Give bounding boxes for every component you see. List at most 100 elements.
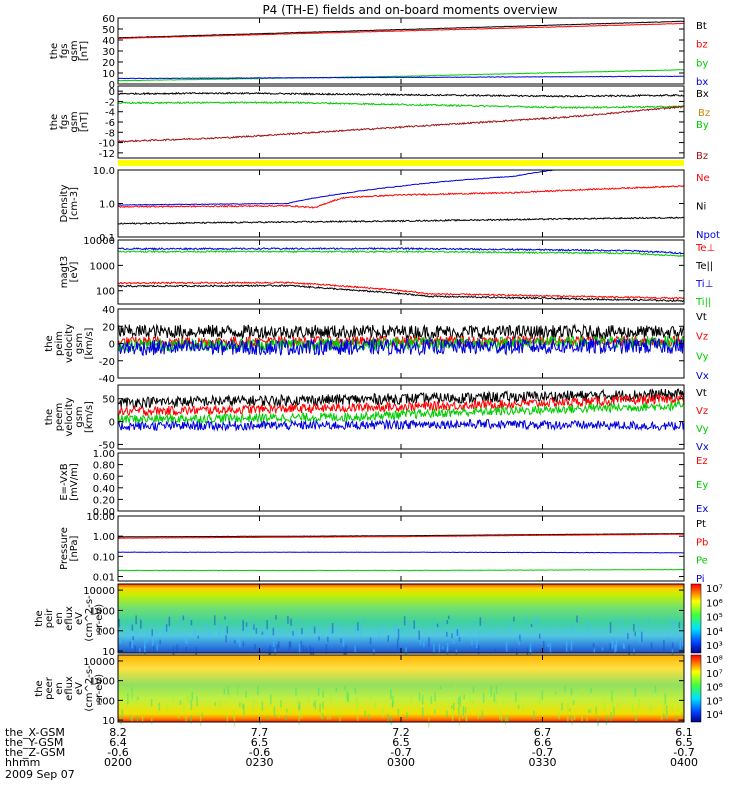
x-tick-value: 6.5 xyxy=(675,736,693,749)
legend-Npot: Npot xyxy=(696,230,720,241)
y-axis-label: the xyxy=(44,335,55,351)
legend-By: By xyxy=(696,120,709,131)
legend-Vz: Vz xyxy=(696,332,708,343)
y-axis-label: [eV] xyxy=(69,262,80,283)
y-axis-label: peem xyxy=(54,403,65,431)
y-axis-label: (cm^2-s- xyxy=(84,665,95,712)
series-Vy xyxy=(117,399,685,425)
panel-9: 10⁷ 10⁶ 10⁵ 10⁴ 10³ 10 100 1000 10000 the peir en ef… xyxy=(34,583,723,660)
x-tick-value: -0.6 xyxy=(249,746,270,759)
y-tick-label: 1.0 xyxy=(99,200,115,211)
y-tick-label: 40 xyxy=(102,305,115,316)
x-tick-value: 0300 xyxy=(387,756,415,769)
y-axis-label: the xyxy=(34,680,45,696)
y-axis-label: [km/s] xyxy=(84,327,95,359)
y-tick-label: 0.1 xyxy=(99,233,115,244)
legend-Vx: Vx xyxy=(696,442,709,453)
panel-3: Ne Ni Npot 0.1 1.0 10.0 Density [cm-3] xyxy=(59,166,720,244)
series-By xyxy=(117,100,685,110)
y-tick-label: 40 xyxy=(102,36,115,47)
panel-4: Te⊥ Te|| Ti⊥ Ti|| 100 1000 10000 magt3 [eV] xyxy=(59,236,715,308)
spectrogram-electron xyxy=(118,655,684,722)
y-tick-label: 10000 xyxy=(83,657,115,668)
y-axis-label: peir xyxy=(44,608,55,628)
y-tick-label: 100 xyxy=(96,287,115,298)
x-tick-value: 6.7 xyxy=(534,726,552,739)
y-tick-label: -50 xyxy=(99,440,115,451)
y-axis-label: eV xyxy=(74,682,85,695)
y-axis-label: sr-eV) xyxy=(94,604,105,633)
y-axis-label: en xyxy=(54,682,65,695)
y-axis-label: the xyxy=(49,114,60,130)
y-tick-label: 1.00 xyxy=(93,449,115,460)
series-Ti|| xyxy=(118,249,685,258)
series-Vt xyxy=(117,323,685,340)
legend-Ni: Ni xyxy=(696,202,706,213)
y-tick-label: 0.01 xyxy=(93,573,115,584)
colorbar-label: 10³ xyxy=(706,641,723,652)
legend-Vt: Vt xyxy=(696,388,707,399)
legend-Vx: Vx xyxy=(696,371,709,382)
colorbar-label: 10⁵ xyxy=(706,613,723,624)
plot-title: P4 (TH-E) fields and on-board moments ov… xyxy=(262,3,557,17)
x-tick-value: 0330 xyxy=(529,756,557,769)
legend-Te⊥: Te⊥ xyxy=(695,243,715,254)
series-Ne xyxy=(117,185,684,209)
y-axis-label: peim xyxy=(54,331,65,356)
colorbar-label: 10⁴ xyxy=(706,710,723,721)
x-tick-value: 0400 xyxy=(670,756,698,769)
colorbar-label: 10⁶ xyxy=(706,598,723,609)
y-axis-label: the xyxy=(49,43,60,59)
legend-Pi: Pi xyxy=(696,574,705,585)
y-axis-label: Density xyxy=(59,184,70,222)
spectrogram-ion xyxy=(118,584,684,653)
y-tick-label: 20 xyxy=(102,322,115,333)
y-axis-label: the xyxy=(44,409,55,425)
legend-Vy: Vy xyxy=(696,424,709,435)
y-tick-label: 50 xyxy=(102,25,115,36)
legend-Vy: Vy xyxy=(696,351,709,362)
panel-8: Pt Pb Pe Pi 0.01 0.10 1.00 10.00 Pressure [nPa] xyxy=(59,512,708,585)
colorbar-label: 10⁵ xyxy=(706,696,723,707)
x-tick-value: 6.5 xyxy=(251,736,269,749)
x-tick-value: 6.1 xyxy=(675,726,693,739)
y-axis-label: E=-VxB xyxy=(59,463,70,500)
y-tick-label: 0.00 xyxy=(93,507,115,518)
x-tick-value: 0200 xyxy=(104,756,132,769)
legend-by: by xyxy=(696,58,708,69)
legend-Bz: Bz xyxy=(696,151,708,162)
x-tick-value: 6.6 xyxy=(534,736,552,749)
x-tick-value: -0.7 xyxy=(390,746,411,759)
y-tick-label: 0.60 xyxy=(93,472,115,483)
y-axis-label: velocity xyxy=(64,397,75,436)
y-axis-label: (cm^2-s- xyxy=(84,595,95,642)
series-Te⊥ xyxy=(117,281,685,300)
y-tick-label: -6 xyxy=(105,118,115,129)
legend-Pt: Pt xyxy=(696,519,706,530)
x-tick-value: -0.7 xyxy=(673,746,694,759)
x-axis-labels: the_X-GSMthe_Y-GSMthe_Z-GSMhhmm8.26.4-0.… xyxy=(5,726,698,769)
y-axis-label: the xyxy=(34,610,45,626)
panel-6: Vt Vz Vy Vx -50 0 50 the peem velocity gsm [km/s] xyxy=(44,384,709,453)
y-tick-label: -8 xyxy=(105,128,115,139)
y-axis-label: [nPa] xyxy=(69,535,80,561)
y-axis-label: [cm-3] xyxy=(69,187,80,220)
y-axis-label: gsm xyxy=(74,333,85,354)
y-tick-label: 10000 xyxy=(83,236,115,247)
series-Ti⊥ xyxy=(117,246,684,255)
series-Vx xyxy=(117,337,685,357)
series-Pb xyxy=(117,533,685,539)
y-tick-label: -12 xyxy=(99,149,115,160)
y-tick-label: 0 xyxy=(109,80,115,91)
y-tick-label: 0.80 xyxy=(93,461,115,472)
colorbar-label: 10⁶ xyxy=(706,683,723,694)
y-tick-label: 10 xyxy=(102,647,115,658)
y-axis-label: sr-eV) xyxy=(94,674,105,703)
y-axis-label: gsm xyxy=(69,40,80,61)
panel-7: Ez Ey Ex 0.000.200.400.600.801.00 E=-VxB [mV/… xyxy=(59,449,708,518)
y-tick-label: 0 xyxy=(109,87,115,98)
series-Ni xyxy=(117,216,685,225)
y-tick-label: 20 xyxy=(102,58,115,69)
x-tick-value: -0.6 xyxy=(107,746,128,759)
y-tick-label: 0.20 xyxy=(93,495,115,506)
